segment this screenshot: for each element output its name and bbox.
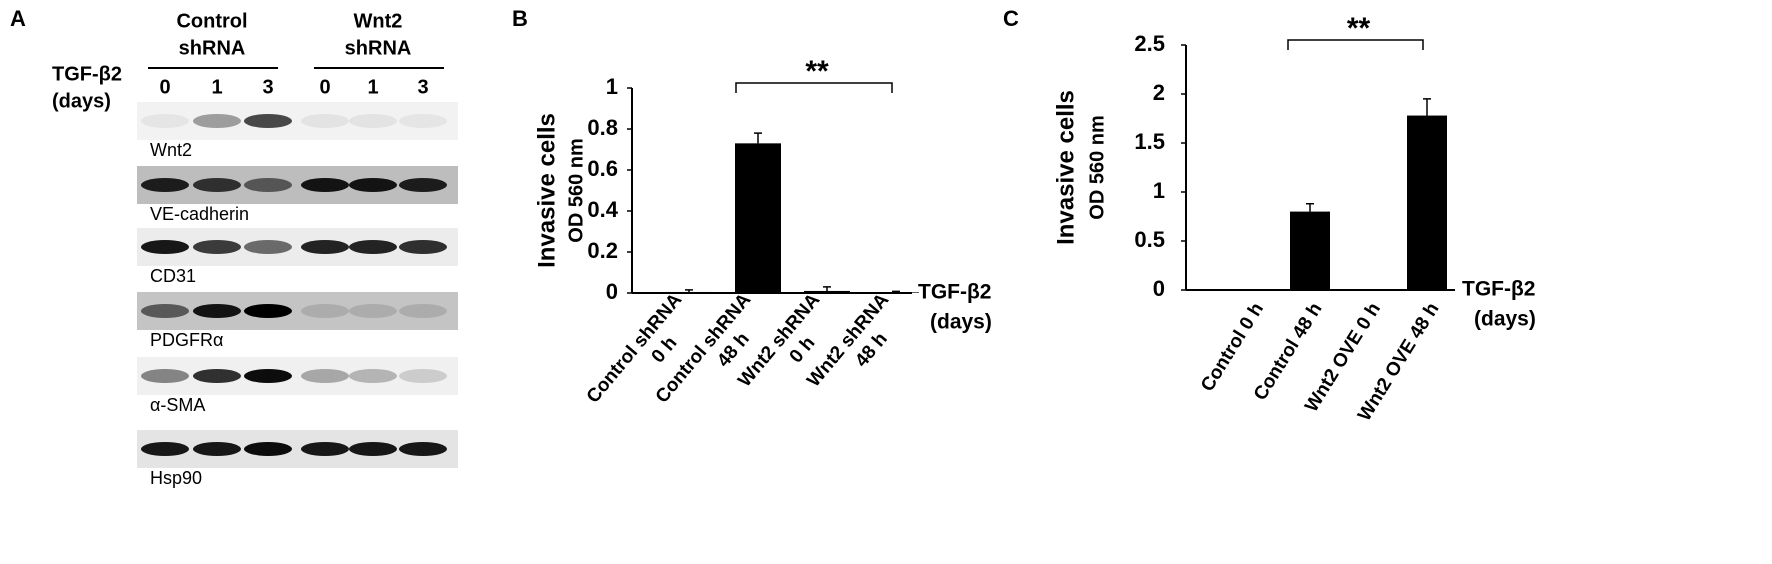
y-tick-label: 0.8 [587, 115, 618, 140]
blot-band [349, 442, 397, 456]
error-bar [1306, 203, 1314, 212]
error-bar [892, 290, 900, 293]
blot-band [141, 114, 189, 128]
blot-band [141, 178, 189, 192]
blot-band [349, 114, 397, 128]
row-label: Wnt2 [150, 140, 192, 160]
x-axis-label: TGF-β2 [1462, 278, 1535, 301]
lane-label: 0 [319, 76, 330, 98]
y-tick-label: 0.5 [1134, 227, 1165, 252]
blot-band [399, 304, 447, 318]
treatment-label: TGF-β2 [52, 63, 122, 85]
blot-band [349, 304, 397, 318]
blot-band [193, 369, 241, 383]
x-axis-label: (days) [930, 311, 992, 334]
panel-label: A [10, 6, 26, 31]
row-label: CD31 [150, 266, 196, 286]
error-bar [754, 132, 762, 144]
error-bar [1423, 98, 1431, 116]
blot-band [399, 114, 447, 128]
blot-strip [137, 102, 458, 140]
blot-band [193, 304, 241, 318]
row-label: Hsp90 [150, 468, 202, 488]
y-tick-label: 0.2 [587, 238, 618, 263]
blot-band [399, 369, 447, 383]
blot-band [244, 304, 292, 318]
blot-band [349, 369, 397, 383]
blot-strip [137, 292, 458, 330]
y-axis-label: OD 560 nm [1086, 115, 1108, 219]
y-tick-label: 2 [1153, 80, 1165, 105]
blot-band [244, 369, 292, 383]
y-tick-label: 0 [606, 279, 618, 304]
y-tick-label: 2.5 [1134, 31, 1165, 56]
treatment-label: (days) [52, 90, 111, 112]
significance-label: ** [1347, 12, 1371, 45]
blot-band [399, 442, 447, 456]
y-axis-label: Invasive cells [1052, 90, 1079, 245]
bar [1290, 211, 1330, 290]
bar [1407, 115, 1447, 290]
blot-band [399, 178, 447, 192]
blot-band [193, 178, 241, 192]
blot-band [301, 442, 349, 456]
blot-band [301, 178, 349, 192]
x-axis-label: TGF-β2 [918, 281, 991, 304]
y-tick-label: 1.5 [1134, 129, 1165, 154]
bar [735, 143, 781, 293]
y-tick-label: 0 [1153, 276, 1165, 301]
error-bar [685, 289, 693, 292]
group-label: Wnt2 [354, 10, 403, 32]
blot-band [301, 304, 349, 318]
blot-strip [137, 357, 458, 395]
lane-label: 1 [211, 76, 222, 98]
blot-band [141, 442, 189, 456]
y-tick-label: 0.6 [587, 156, 618, 181]
y-axis-label: OD 560 nm [565, 138, 587, 242]
group-label: Control [176, 10, 247, 32]
bar [804, 290, 850, 293]
blot-band [244, 178, 292, 192]
lane-label: 0 [159, 76, 170, 98]
panel-label: C [1003, 6, 1019, 31]
lane-label: 3 [262, 76, 273, 98]
lane-label: 1 [367, 76, 378, 98]
bar [873, 292, 919, 293]
error-bar [823, 286, 831, 291]
row-label: α-SMA [150, 395, 205, 415]
significance-bracket [735, 82, 893, 93]
blot-band [141, 304, 189, 318]
blot-band [301, 114, 349, 128]
blot-band [301, 369, 349, 383]
y-tick-label: 1 [1153, 178, 1165, 203]
blot-band [349, 178, 397, 192]
significance-bracket [1287, 39, 1424, 50]
y-tick-label: 0.4 [587, 197, 618, 222]
group-label: shRNA [345, 37, 412, 59]
blot-band [349, 240, 397, 254]
blot-band [141, 369, 189, 383]
blot-band [301, 240, 349, 254]
x-axis-label: (days) [1474, 308, 1536, 331]
blot-band [244, 442, 292, 456]
blot-band [141, 240, 189, 254]
blot-band [193, 114, 241, 128]
panel-label: B [512, 6, 528, 31]
lane-label: 3 [417, 76, 428, 98]
blot-band [244, 114, 292, 128]
row-label: VE-cadherin [150, 204, 249, 224]
bar [666, 291, 712, 293]
y-axis-label: Invasive cells [533, 113, 560, 268]
significance-label: ** [805, 55, 829, 88]
y-tick-label: 1 [606, 74, 618, 99]
blot-band [193, 240, 241, 254]
blot-band [399, 240, 447, 254]
group-label: shRNA [179, 37, 246, 59]
blot-band [193, 442, 241, 456]
row-label: PDGFRα [150, 330, 223, 350]
blot-band [244, 240, 292, 254]
